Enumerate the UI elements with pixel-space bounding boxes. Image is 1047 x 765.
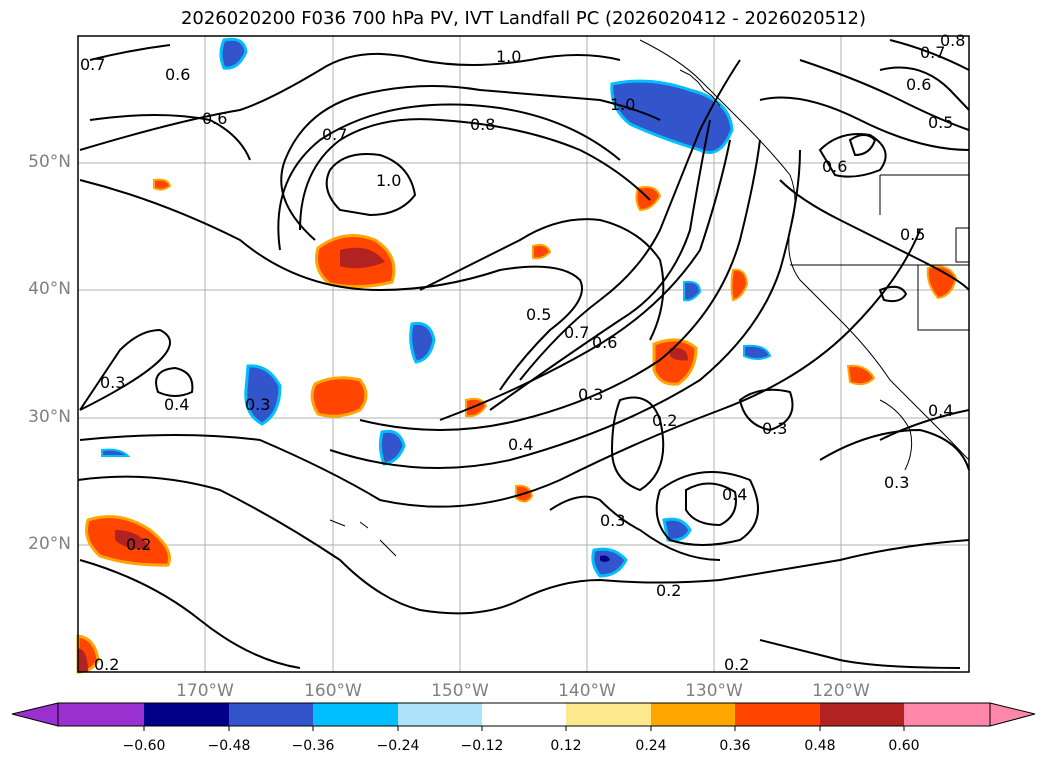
colorbar-tick: 0.24 [635, 738, 667, 754]
contour-label: 0.7 [322, 125, 347, 144]
contour-label: 0.7 [564, 323, 589, 342]
contour-label: 0.2 [724, 655, 749, 674]
contour-label: 0.3 [245, 395, 270, 414]
map-area [78, 36, 969, 672]
colorbar-tick: −0.36 [291, 738, 335, 754]
contour-label: 0.3 [762, 419, 787, 438]
contour-label: 0.5 [900, 225, 925, 244]
contour-label: 0.3 [100, 373, 125, 392]
contour-label: 0.3 [600, 511, 625, 530]
contour-label: 0.6 [822, 157, 847, 176]
colorbar-tick: 0.48 [804, 738, 836, 754]
contour-label: 0.6 [165, 65, 190, 84]
contour-label: 0.4 [722, 485, 747, 504]
contour-label: 0.8 [470, 115, 495, 134]
contour-label: 1.0 [376, 171, 401, 190]
contour-label: 0.5 [526, 305, 551, 324]
contour-label: 0.2 [656, 581, 681, 600]
map-title: 2026020200 F036 700 hPa PV, IVT Landfall… [180, 8, 867, 29]
contour-label: 0.5 [928, 113, 953, 132]
contour-label: 0.4 [164, 395, 189, 414]
colorbar-tick: 0.12 [550, 738, 582, 754]
contour-label: 0.2 [652, 411, 677, 430]
lat-label-40n: 40°N [28, 279, 71, 299]
contour-label: 1.0 [610, 95, 635, 114]
contour-label: 0.6 [202, 109, 227, 128]
map-border [77, 35, 970, 673]
colorbar-tick: 0.60 [888, 738, 920, 754]
lat-label-50n: 50°N [28, 152, 71, 172]
contour-label: 0.3 [884, 473, 909, 492]
contour-label: 0.6 [906, 75, 931, 94]
colorbar-tick: −0.12 [460, 738, 504, 754]
lon-label-130w: 130°W [685, 681, 743, 701]
shaded-anomalies [76, 37, 958, 674]
lat-label-30n: 30°N [28, 407, 71, 427]
lon-label-170w: 170°W [176, 681, 234, 701]
lon-label-120w: 120°W [812, 681, 870, 701]
contour-label: 0.6 [592, 333, 617, 352]
contour-label: 0.7 [80, 55, 105, 74]
colorbar-tick: −0.24 [376, 738, 420, 754]
contour-label: 0.2 [94, 655, 119, 674]
contour-label: 1.0 [496, 47, 521, 66]
contour-label: 0.8 [940, 31, 965, 50]
contour-label: 0.7 [920, 43, 945, 62]
coastlines [329, 39, 970, 557]
colorbar-tick: 0.36 [719, 738, 751, 754]
contour-labels: 0.7 0.6 0.6 0.7 1.0 1.0 0.8 1.0 0.7 0.6 … [80, 31, 965, 674]
contour-label: 0.3 [578, 385, 603, 404]
contour-label: 0.2 [126, 535, 151, 554]
contour-label: 0.4 [508, 435, 533, 454]
contour-label: 0.4 [928, 401, 953, 420]
lon-label-150w: 150°W [431, 681, 489, 701]
lat-label-20n: 20°N [28, 534, 71, 554]
pv-contours [77, 39, 970, 669]
lon-label-160w: 160°W [304, 681, 362, 701]
colorbar [11, 702, 1036, 731]
colorbar-tick: −0.60 [122, 738, 166, 754]
colorbar-tick: −0.48 [207, 738, 251, 754]
lon-label-140w: 140°W [558, 681, 616, 701]
